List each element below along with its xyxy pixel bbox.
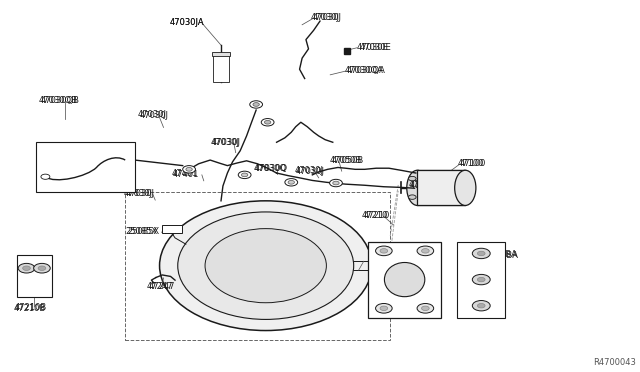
Ellipse shape xyxy=(178,212,354,320)
Text: 47030J: 47030J xyxy=(296,167,324,176)
Circle shape xyxy=(477,304,485,308)
Circle shape xyxy=(285,179,298,186)
Bar xyxy=(417,170,465,205)
Circle shape xyxy=(238,171,251,179)
Text: 47401: 47401 xyxy=(172,169,198,178)
Text: 47030J: 47030J xyxy=(210,138,239,147)
Bar xyxy=(458,241,505,318)
Text: 47030E: 47030E xyxy=(357,43,388,52)
Circle shape xyxy=(417,246,434,256)
Circle shape xyxy=(417,304,434,313)
Circle shape xyxy=(186,167,192,171)
Circle shape xyxy=(477,251,485,256)
Text: 47030J: 47030J xyxy=(211,138,241,147)
Text: 47210: 47210 xyxy=(364,211,390,220)
Ellipse shape xyxy=(454,170,476,205)
Bar xyxy=(162,225,182,233)
Text: 47030J: 47030J xyxy=(138,110,167,119)
Text: 47030J: 47030J xyxy=(312,13,341,22)
Circle shape xyxy=(333,181,339,185)
Circle shape xyxy=(408,195,416,199)
Circle shape xyxy=(264,121,271,124)
Text: 47030Q: 47030Q xyxy=(253,164,287,173)
Text: 47100: 47100 xyxy=(458,159,484,168)
Circle shape xyxy=(422,306,429,311)
Ellipse shape xyxy=(205,229,326,303)
Text: 47212: 47212 xyxy=(408,180,435,189)
Text: 47030J: 47030J xyxy=(294,166,323,175)
Circle shape xyxy=(422,248,429,253)
Circle shape xyxy=(22,266,30,270)
Circle shape xyxy=(288,180,294,184)
Text: 47030QB: 47030QB xyxy=(39,96,78,105)
Text: 47210B: 47210B xyxy=(15,303,47,312)
Text: 47212: 47212 xyxy=(410,181,436,190)
Circle shape xyxy=(253,103,259,106)
Circle shape xyxy=(408,176,416,181)
Bar xyxy=(125,192,390,340)
Text: 47030J: 47030J xyxy=(125,189,154,198)
Circle shape xyxy=(250,101,262,108)
Text: 25085X: 25085X xyxy=(127,227,159,236)
Text: 47030JA: 47030JA xyxy=(170,18,205,27)
Ellipse shape xyxy=(159,201,372,331)
Ellipse shape xyxy=(385,263,425,297)
Bar xyxy=(212,52,230,55)
Text: 25085X: 25085X xyxy=(126,227,158,236)
Circle shape xyxy=(41,174,50,179)
Text: 47100: 47100 xyxy=(460,159,486,168)
Text: 47020BA: 47020BA xyxy=(481,251,519,260)
Circle shape xyxy=(477,278,485,282)
Text: 47030QA: 47030QA xyxy=(344,66,383,75)
Circle shape xyxy=(18,263,35,273)
Text: 47247: 47247 xyxy=(147,282,173,291)
Circle shape xyxy=(380,248,388,253)
Bar xyxy=(368,241,442,318)
Circle shape xyxy=(330,179,342,187)
Bar xyxy=(36,141,135,192)
Text: 47030Q: 47030Q xyxy=(255,164,288,173)
Text: 47050B: 47050B xyxy=(330,155,362,164)
Circle shape xyxy=(261,119,274,126)
Circle shape xyxy=(472,248,490,259)
Text: 47050B: 47050B xyxy=(332,156,364,165)
Circle shape xyxy=(34,263,51,273)
Bar xyxy=(17,254,52,297)
Circle shape xyxy=(376,304,392,313)
Text: 47030E: 47030E xyxy=(360,42,391,51)
Text: 47030J: 47030J xyxy=(124,189,152,198)
Circle shape xyxy=(472,275,490,285)
Circle shape xyxy=(376,246,392,256)
Text: 47030J: 47030J xyxy=(311,13,340,22)
Text: 47030QB: 47030QB xyxy=(40,96,79,105)
Text: R4700043: R4700043 xyxy=(593,358,636,367)
Text: 47020BA: 47020BA xyxy=(479,250,518,259)
Text: 47247: 47247 xyxy=(149,282,175,291)
Circle shape xyxy=(241,173,248,177)
Circle shape xyxy=(182,166,195,173)
Text: 47030QA: 47030QA xyxy=(347,66,386,75)
Text: 47030JA: 47030JA xyxy=(170,19,205,28)
Text: 47210B: 47210B xyxy=(13,304,45,313)
Circle shape xyxy=(472,301,490,311)
Ellipse shape xyxy=(407,170,428,205)
Bar xyxy=(213,54,228,82)
Text: 47401: 47401 xyxy=(173,170,200,179)
Text: 47030J: 47030J xyxy=(140,111,169,120)
Circle shape xyxy=(38,266,46,270)
Circle shape xyxy=(380,306,388,311)
Text: 47210: 47210 xyxy=(362,211,388,220)
